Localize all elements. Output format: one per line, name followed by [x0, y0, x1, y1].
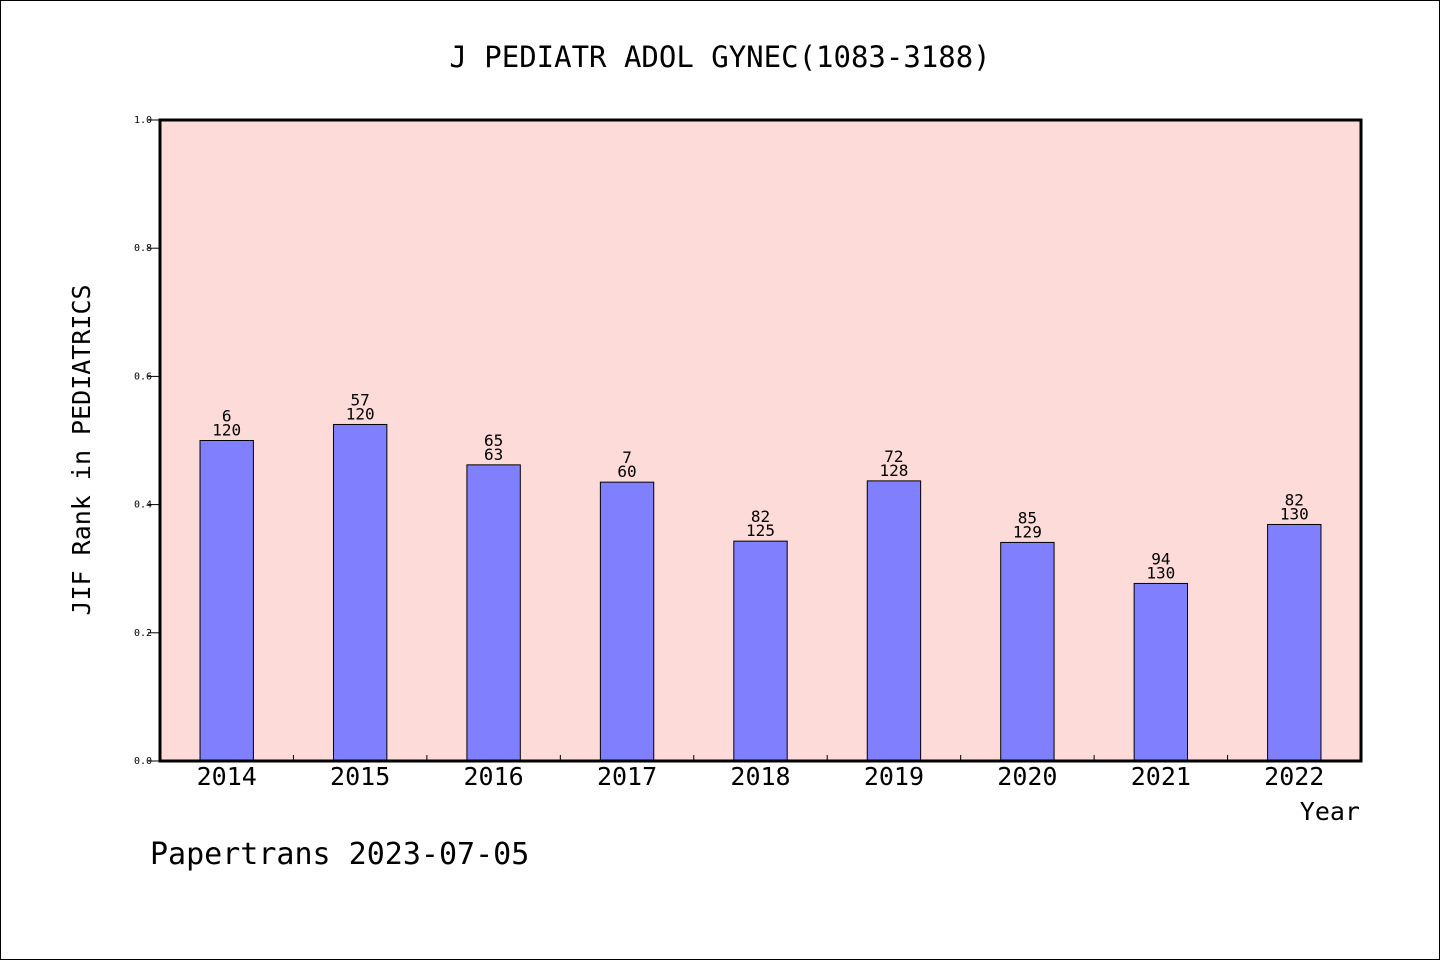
- bar-label-total: 130: [1146, 563, 1175, 582]
- bar-label-rank: 65: [484, 431, 503, 450]
- bar-label-rank: 6: [222, 407, 232, 426]
- plot-border: [158, 118, 1363, 763]
- chart-title: J PEDIATR ADOL GYNEC(1083-3188): [449, 40, 990, 74]
- x-tick-label: 2015: [330, 762, 390, 791]
- x-tick-label: 2014: [197, 762, 257, 791]
- bar-label-rank: 94: [1151, 549, 1170, 568]
- bar-label-total: 130: [1280, 504, 1309, 523]
- bar-label-total: 60: [617, 462, 636, 481]
- y-tick-label: 0.0: [134, 756, 152, 767]
- y-axis-ticks: 0.0 0.2 0.4 0.6 0.8 1.0: [134, 115, 160, 767]
- bar-2022: [1267, 523, 1322, 762]
- bar-2014: [199, 440, 254, 762]
- bar-2018: [733, 540, 788, 762]
- y-tick-label: 0.2: [134, 628, 152, 639]
- bar-label-total: 120: [346, 404, 375, 423]
- bar-2019: [866, 480, 922, 762]
- y-tick-label: 0.8: [134, 243, 152, 254]
- bar-label-total: 125: [746, 521, 775, 540]
- bar-series: [199, 423, 1322, 762]
- y-tick-label: 0.4: [134, 500, 152, 511]
- x-axis-label: Year: [1300, 797, 1360, 826]
- x-tick-label: 2021: [1131, 762, 1191, 791]
- x-tick-label: 2019: [864, 762, 924, 791]
- bar-2017: [599, 481, 655, 762]
- x-tick-label: 2018: [730, 762, 790, 791]
- bar-2021: [1133, 582, 1189, 762]
- bar-label-rank: 82: [1285, 490, 1304, 509]
- x-tick-label: 2020: [997, 762, 1057, 791]
- x-axis-ticks: 2014 2015 2016 2017 2018 2019 2020 2021 2022: [197, 755, 1324, 791]
- bar-label-rank: 85: [1018, 508, 1037, 527]
- bar-label-total: 120: [212, 421, 241, 440]
- bar-label-total: 63: [484, 445, 503, 464]
- bar-2015: [332, 423, 388, 762]
- bar-label-rank: 57: [351, 390, 370, 409]
- bar-label-rank: 82: [751, 507, 770, 526]
- footer-credit: Papertrans 2023-07-05: [150, 837, 529, 872]
- y-tick-label: 1.0: [134, 115, 152, 126]
- bar-label-rank: 7: [622, 448, 632, 467]
- y-axis-label: JIF Rank in PEDIATRICS: [67, 284, 96, 615]
- bar-label-rank: 72: [884, 447, 903, 466]
- bar-label-total: 128: [879, 461, 908, 480]
- x-tick-label: 2017: [597, 762, 657, 791]
- bar-label-total: 129: [1013, 522, 1042, 541]
- x-tick-label: 2022: [1264, 762, 1324, 791]
- bar-2020: [1000, 541, 1055, 762]
- x-tick-label: 2016: [464, 762, 524, 791]
- y-tick-label: 0.6: [134, 371, 152, 382]
- bar-2016: [466, 464, 521, 762]
